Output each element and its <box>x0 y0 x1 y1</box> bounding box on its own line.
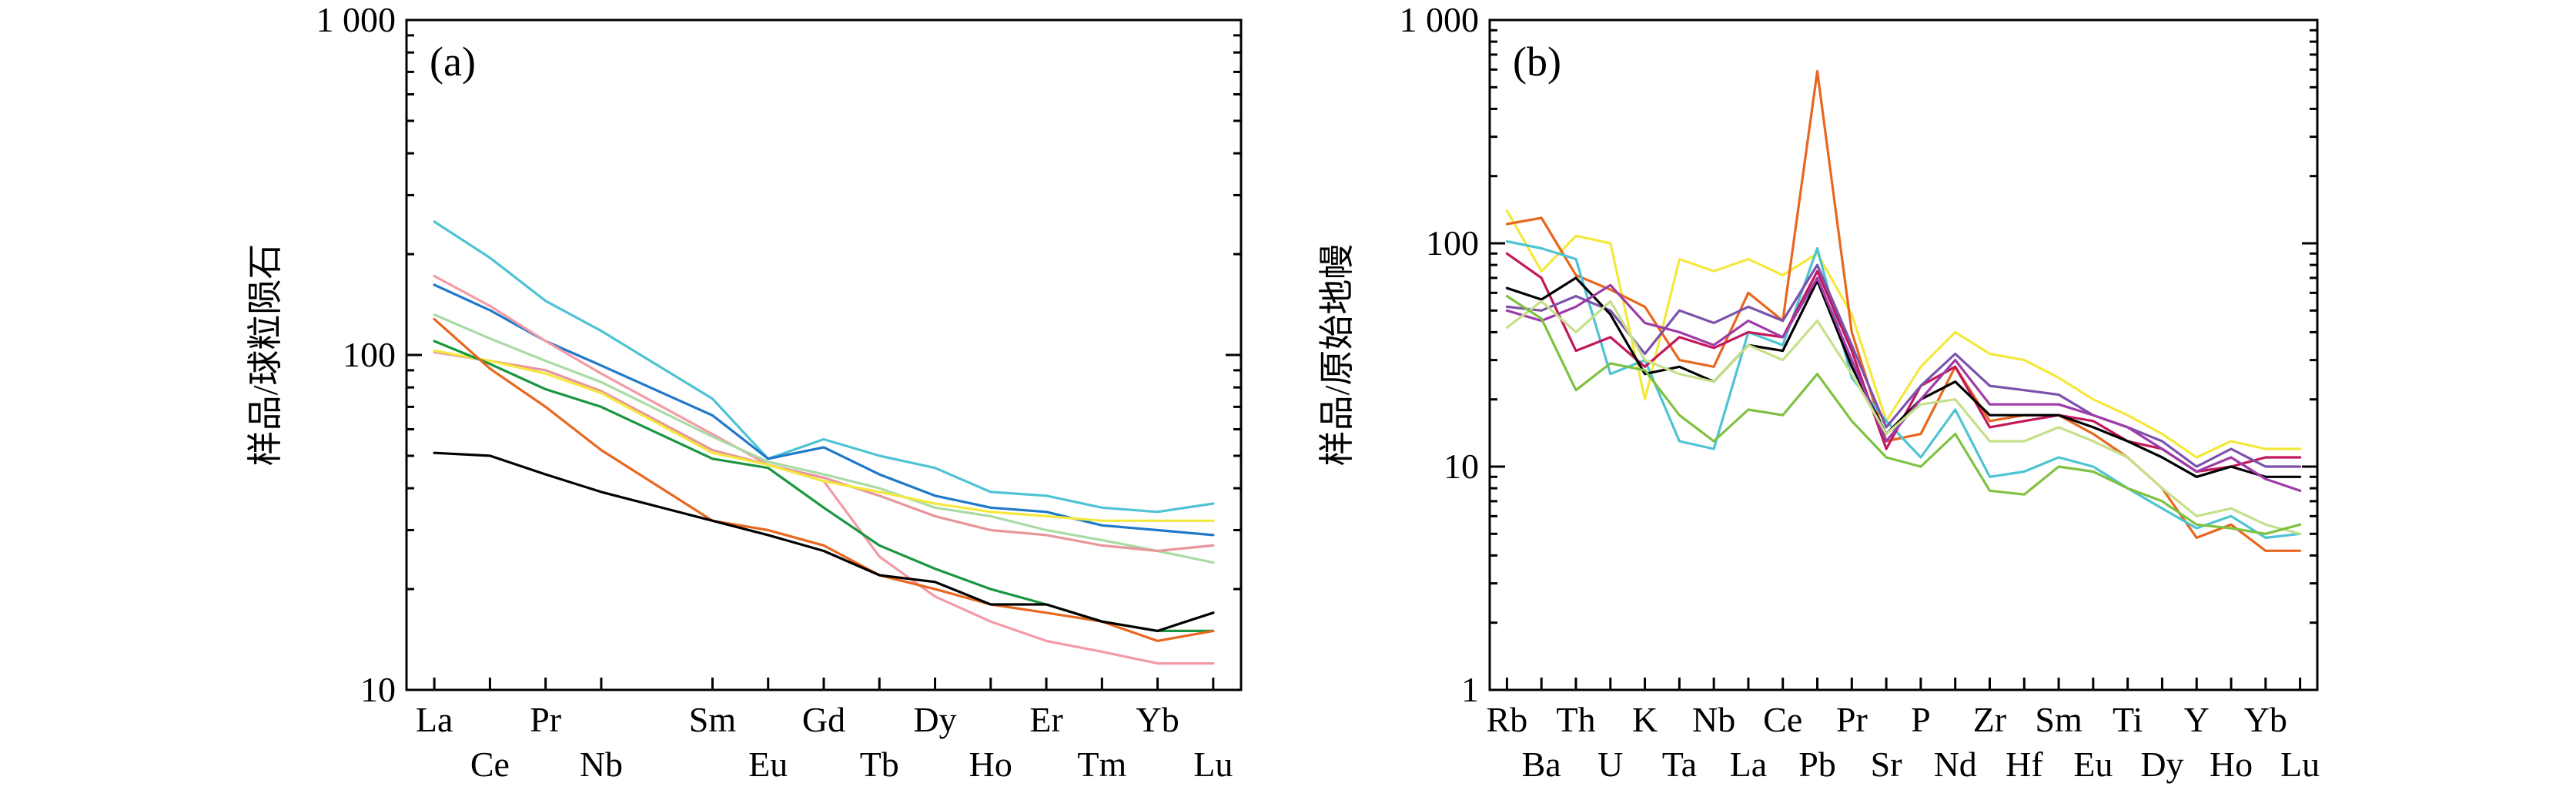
x-tick-label: Tb <box>860 745 899 784</box>
x-tick-label: Yb <box>2244 700 2287 739</box>
x-tick-label: Ho <box>969 745 1012 784</box>
series-line-5 <box>1505 263 2302 468</box>
x-tick-label: Sr <box>1871 745 1902 784</box>
x-tick-label: Lu <box>1193 745 1233 784</box>
x-tick-label: U <box>1597 745 1623 784</box>
x-tick-label: La <box>416 700 453 739</box>
y-tick-label: 1 <box>1461 670 1479 709</box>
x-tick-label: Y <box>2184 700 2210 739</box>
x-tick-label: Hf <box>2006 745 2043 784</box>
y-tick-label: 1 000 <box>316 0 396 39</box>
series-line-1 <box>1505 209 2302 459</box>
panel-a: 10 100 1 000 La Ce Pr Nb Sm Eu Gd Tb Dy Ho Er Tm Yb Lu (a… <box>246 0 1243 784</box>
x-tick-label: Nb <box>1692 700 1735 739</box>
x-tick-label: Th <box>1556 700 1595 739</box>
x-tick-label: Pr <box>1836 700 1868 739</box>
y-tick-label: 10 <box>360 670 396 709</box>
x-tick-label: Er <box>1029 700 1062 739</box>
series-line-8 <box>1505 300 2302 535</box>
y-axis-label: 样品/原始地幔 <box>1317 244 1357 467</box>
series-line-8 <box>433 317 1215 642</box>
series-line-3 <box>1505 239 2302 539</box>
x-tick-label: Pb <box>1798 745 1836 784</box>
x-tick-label: Lu <box>2280 745 2320 784</box>
y-tick-label: 100 <box>343 335 396 374</box>
x-tick-label: Eu <box>2073 745 2113 784</box>
series-line-9 <box>433 451 1215 632</box>
panel-label: (b) <box>1513 38 1561 85</box>
x-tick-label: Tm <box>1077 745 1126 784</box>
x-tick-label: Nd <box>1934 745 1977 784</box>
x-tick-label: Zr <box>1973 700 2006 739</box>
x-tick-label: Pr <box>530 700 561 739</box>
x-tick-label: Eu <box>748 745 788 784</box>
x-tick-label: Rb <box>1487 700 1528 739</box>
x-tick-label: Sm <box>2035 700 2083 739</box>
series-line-6 <box>1505 276 2302 478</box>
y-tick-label: 10 <box>1444 447 1479 486</box>
x-tick-label: Dy <box>913 700 956 739</box>
x-tick-label: Ho <box>2210 745 2253 784</box>
x-tick-label: K <box>1632 700 1658 739</box>
series-line-1 <box>433 220 1215 514</box>
y-tick-label: 100 <box>1426 223 1479 263</box>
x-tick-label: Sm <box>689 700 737 739</box>
x-tick-label: P <box>1911 700 1931 739</box>
x-tick-label: Ta <box>1662 745 1697 784</box>
x-tick-label: Nb <box>580 745 623 784</box>
series-line-6 <box>433 349 1215 522</box>
x-tick-label: Yb <box>1136 700 1179 739</box>
x-tick-label: Ce <box>470 745 510 784</box>
series-line-7 <box>433 340 1215 632</box>
x-tick-label: Ba <box>1522 745 1561 784</box>
x-tick-label: Ce <box>1763 700 1802 739</box>
y-tick-label: 1 000 <box>1400 0 1480 39</box>
y-axis-label: 样品/球粒陨石 <box>246 244 285 467</box>
x-tick-label: Dy <box>2140 745 2183 784</box>
x-tick-label: Ti <box>2113 700 2143 739</box>
series-line-3 <box>433 274 1215 665</box>
x-tick-label: La <box>1730 745 1768 784</box>
series-line-4 <box>433 313 1215 564</box>
plot-frame <box>1488 18 2319 691</box>
x-tick-label: Gd <box>802 700 845 739</box>
panel-label: (a) <box>430 38 476 85</box>
series-line-9 <box>1505 295 2302 535</box>
